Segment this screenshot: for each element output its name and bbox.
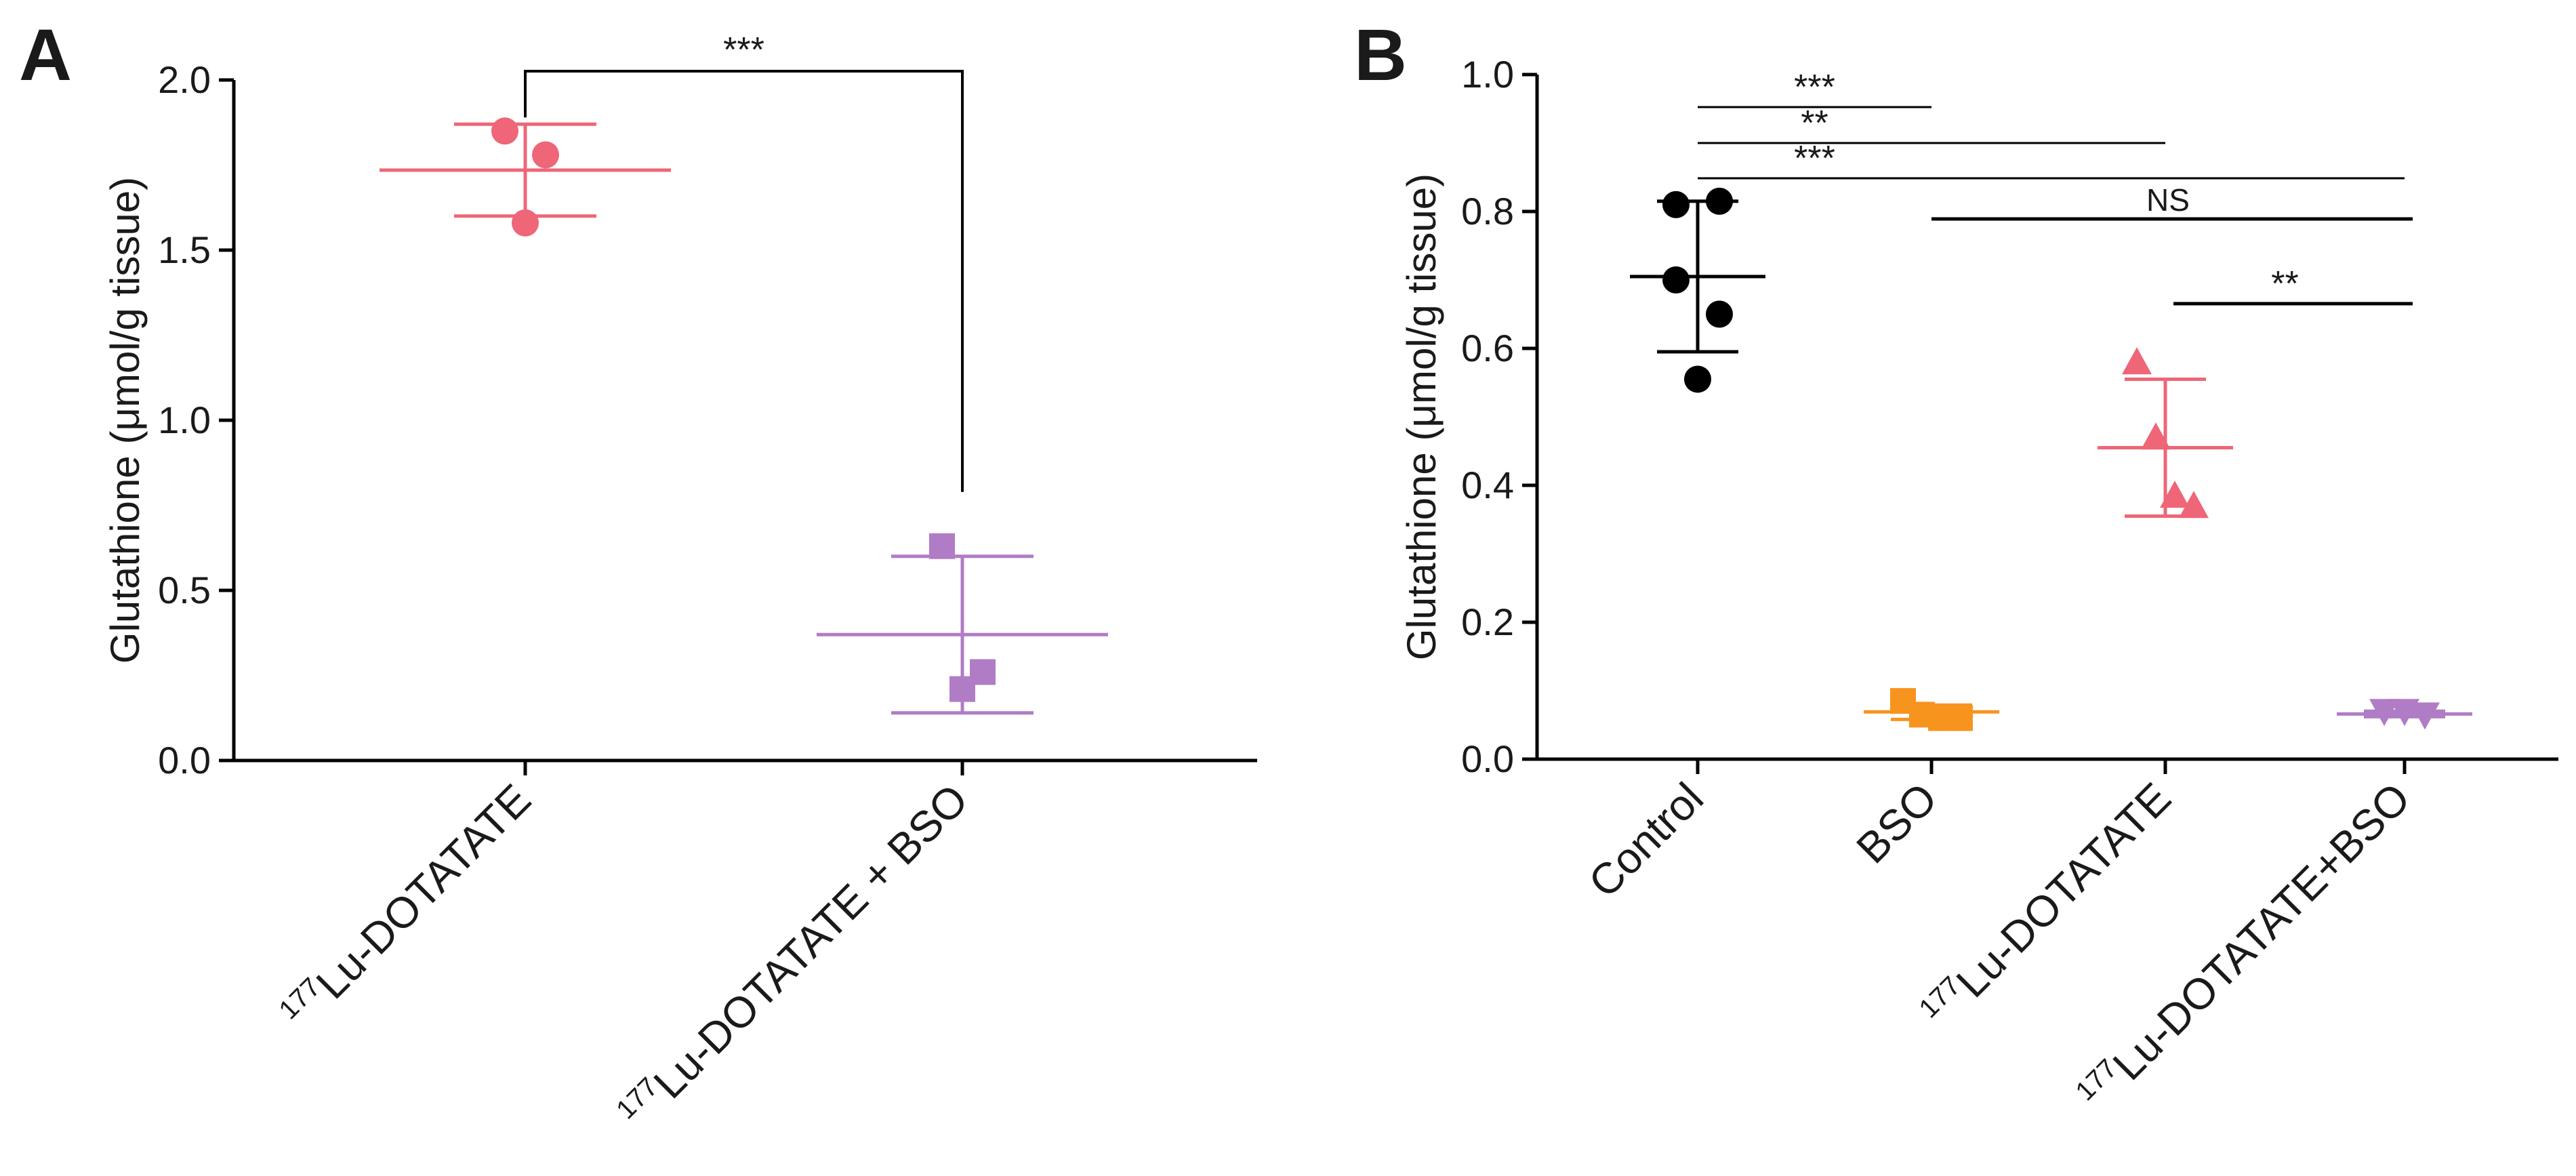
panel-b-y-tick-label: 0.8 [1461, 190, 1514, 232]
panel-a-y-tick-label: 0.5 [158, 569, 211, 611]
panel-a-data-point [949, 676, 975, 702]
panel-a-y-tick-label: 1.0 [158, 399, 211, 441]
panel-b-data-point [2390, 699, 2419, 727]
panel-a-significance-label: *** [723, 31, 764, 70]
panel-b-significance-label: ** [1801, 104, 1828, 143]
panel-b-data-point [1706, 300, 1733, 328]
panel-b-y-tick-label: 0.4 [1461, 464, 1514, 506]
panel-b-significance-label: ** [2271, 264, 2298, 304]
panel-b-y-axis-title: Glutathione (μmol/g tissue) [1399, 174, 1444, 660]
panel-b-data-point [1706, 187, 1733, 215]
panel-a-y-tick-label: 2.0 [158, 58, 211, 101]
panel-b-significance-label: *** [1794, 139, 1835, 178]
panel-b-data-point [2369, 699, 2399, 727]
panel-b-significance-label: NS [2146, 182, 2190, 218]
panel-b-data-point [2122, 347, 2152, 375]
panel-b-data-point [2410, 702, 2440, 730]
panel-a-y-axis-title: Glutathione (μmol/g tissue) [102, 177, 148, 664]
panel-b-y-tick-label: 0.6 [1461, 327, 1514, 369]
panel-b-data-point [1684, 365, 1711, 393]
panel-a-chart: A 0.0 0.5 1.0 1.5 2.0 Glutathione (μmol/g tis… [19, 14, 1257, 1140]
panel-b-data-point [1662, 190, 1690, 218]
panel-b-data-point [1662, 266, 1690, 293]
panel-b-data-point [2141, 422, 2171, 450]
panel-b-y-tick-label: 0.2 [1461, 601, 1514, 643]
panel-a-category-label: 177Lu-DOTATATE [273, 773, 540, 1040]
panel-a-data-point [512, 209, 539, 237]
panel-b-category-label: 177Lu-DOTATATE [1913, 772, 2180, 1039]
panel-a-data-point [491, 117, 518, 145]
panel-b-data-point [1947, 705, 1973, 731]
panel-b-chart: B 0.0 0.2 0.4 0.6 0.8 1.0 Glutathione (μmol/g … [1354, 14, 2558, 1107]
panel-a-data-point [532, 141, 559, 169]
panel-b-significance-label: *** [1794, 68, 1835, 107]
panel-b-category-label: Control [1579, 773, 1713, 907]
panel-b-letter: B [1354, 14, 1407, 96]
panel-a-category-label: 177Lu-DOTATATE + BSO [611, 773, 977, 1140]
panel-a-y-tick-label: 0.0 [158, 739, 211, 782]
panel-b-data-point [2179, 491, 2209, 519]
panel-a-data-point [929, 533, 955, 559]
panel-b-y-tick-label: 0.0 [1461, 737, 1514, 780]
panel-a-y-tick-label: 1.5 [158, 228, 211, 271]
panel-b-category-label: BSO [1847, 773, 1946, 872]
panel-b-y-tick-label: 1.0 [1461, 53, 1514, 96]
panel-a-significance-bracket [524, 70, 964, 492]
panel-b-data-point [2160, 481, 2190, 508]
panel-a-letter: A [19, 14, 72, 96]
